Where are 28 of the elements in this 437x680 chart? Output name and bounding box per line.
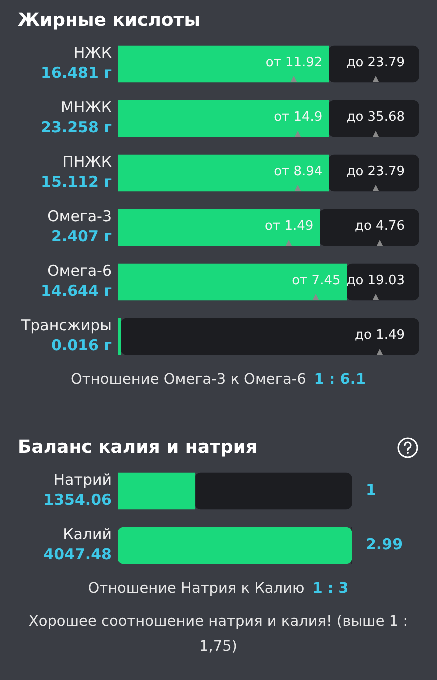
annotation: до 1.49 [354,328,405,344]
text: Хорошее соотношение натрия и калия! (выше 1 : 1,75) [28,614,408,655]
annotation: от 7.45 [292,274,341,289]
chart-title: Баланс калия и натрия [17,436,259,460]
y-tick-label: Натрий 1354.06 [44,471,112,510]
annotation: 1 [366,481,376,500]
text: Отношение Омега-3 к Омега-6 [71,372,306,388]
annotation: до 23.79 [346,164,405,180]
y-tick-label: Омега-6 14.644 г [41,262,112,300]
y-tick-label: Омега-3 2.407 г [48,208,112,246]
annotation: от 11.92 [266,56,323,71]
y-tick-label: НЖК 16.481 г [41,44,112,82]
annotation: до 19.03 [346,274,405,289]
text: 1 : 3 [312,581,349,597]
y-tick-label: МНЖК 23.258 г [41,98,112,137]
annotation: от 14.9 [274,110,323,126]
annotation: от 1.49 [265,219,314,234]
annotation: до 35.68 [346,110,405,126]
annotation: от 8.94 [274,164,323,180]
annotation: 2.99 [366,536,404,554]
y-tick-label: ПНЖК 15.112 г [41,153,112,192]
annotation: до 23.79 [346,56,405,71]
annotation: до 4.76 [354,219,405,234]
y-tick-label: Калий 4047.48 [44,526,112,564]
chart-title: Жирные кислоты [17,9,202,33]
text: 1 : 6.1 [314,372,366,388]
text: Отношение Натрия к Калию [88,581,305,597]
y-tick-label: Трансжиры 0.016 г [20,316,112,355]
